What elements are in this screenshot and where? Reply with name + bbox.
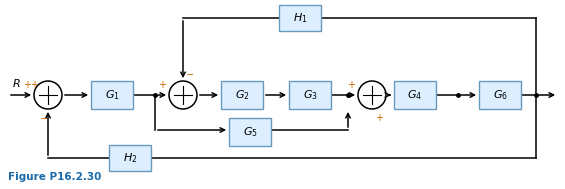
Text: $G_{6}$: $G_{6}$ — [493, 88, 507, 102]
Text: $G_{1}$: $G_{1}$ — [105, 88, 119, 102]
Text: $+$: $+$ — [158, 79, 167, 90]
FancyBboxPatch shape — [229, 118, 271, 146]
Text: $-$: $-$ — [40, 112, 49, 122]
Text: $G_{4}$: $G_{4}$ — [407, 88, 423, 102]
Text: $+$: $+$ — [375, 112, 384, 123]
Text: $H_{2}$: $H_{2}$ — [123, 151, 137, 165]
Text: $G_{3}$: $G_{3}$ — [303, 88, 318, 102]
FancyBboxPatch shape — [289, 81, 331, 109]
Text: $+$: $+$ — [30, 79, 39, 90]
FancyBboxPatch shape — [91, 81, 133, 109]
Text: $+$: $+$ — [23, 79, 32, 90]
FancyBboxPatch shape — [279, 5, 321, 31]
Text: Figure P16.2.30: Figure P16.2.30 — [8, 172, 101, 182]
Text: $R$: $R$ — [12, 77, 21, 89]
Text: $-$: $-$ — [185, 68, 194, 78]
FancyBboxPatch shape — [221, 81, 263, 109]
Text: $H_{1}$: $H_{1}$ — [293, 11, 307, 25]
FancyBboxPatch shape — [394, 81, 436, 109]
FancyBboxPatch shape — [109, 145, 151, 171]
Text: $+$: $+$ — [347, 79, 356, 90]
Text: $G_{5}$: $G_{5}$ — [242, 125, 258, 139]
FancyBboxPatch shape — [479, 81, 521, 109]
Text: $G_{2}$: $G_{2}$ — [234, 88, 249, 102]
